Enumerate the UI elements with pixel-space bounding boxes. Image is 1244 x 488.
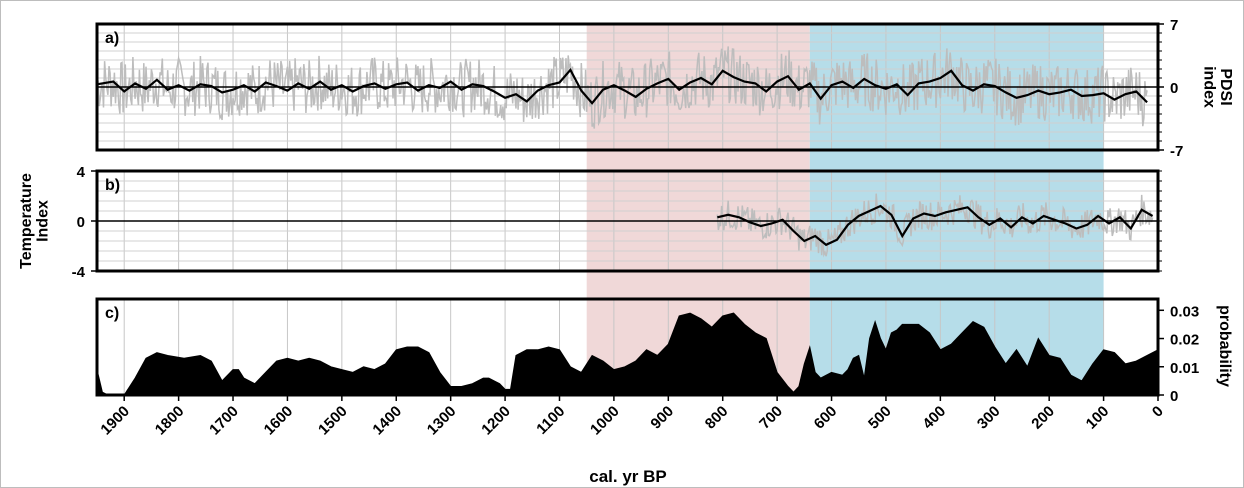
smoothed-series-line xyxy=(96,67,1148,105)
y-tick-label: 0 xyxy=(1170,388,1178,405)
y-tick-label: 0.03 xyxy=(1170,303,1199,320)
panel-label: b) xyxy=(105,177,120,194)
panel-label: a) xyxy=(105,30,119,47)
y-tick-label: -4 xyxy=(72,264,86,281)
y-axis-label: PDSIindex xyxy=(1200,66,1234,108)
y-axis-label: TemperatureIndex xyxy=(18,173,52,269)
y-tick-label: 0.02 xyxy=(1170,332,1199,349)
panel-a: a) 7 0 -7 PDSIindex xyxy=(95,17,1234,160)
y-tick-label: 0 xyxy=(77,214,85,231)
panel-label: c) xyxy=(105,305,119,322)
panel-b: b) 4 0 -4 TemperatureIndex xyxy=(18,164,1162,281)
y-tick-label: 4 xyxy=(77,164,86,181)
smoothed-series-line xyxy=(717,204,1154,247)
y-tick-label: 0.01 xyxy=(1170,360,1199,377)
y-tick-label: -7 xyxy=(1170,143,1183,160)
x-axis-label: cal. yr BP xyxy=(589,467,667,486)
panel-c: c) 0.03 0.02 0.01 0 probability xyxy=(95,297,1233,405)
y-tick-label: 0 xyxy=(1170,80,1178,97)
probability-area xyxy=(96,312,1159,396)
panels: a) 7 0 -7 PDSIindex b) 4 0 -4 TemperatureIndex c) 0… xyxy=(18,17,1234,405)
annual-series-line xyxy=(96,46,1148,129)
panel-frame xyxy=(95,297,1160,397)
y-axis-label: probability xyxy=(1216,305,1233,387)
y-tick-label: 7 xyxy=(1170,17,1178,34)
